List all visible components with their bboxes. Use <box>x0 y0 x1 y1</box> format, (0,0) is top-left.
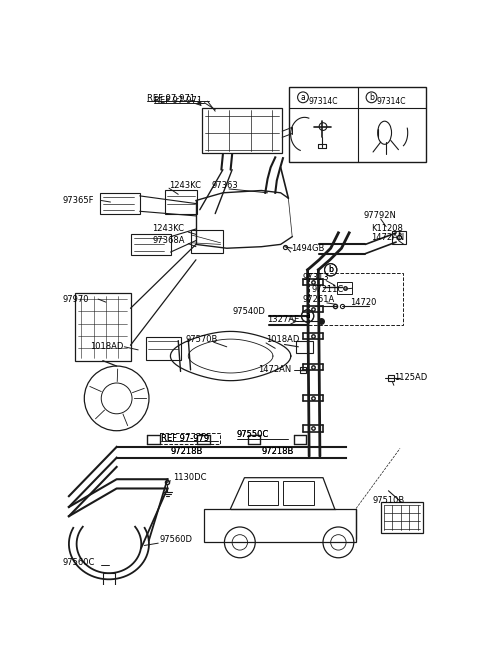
Text: 1125AD: 1125AD <box>394 373 427 382</box>
Text: 97970: 97970 <box>63 294 89 304</box>
Text: a: a <box>305 311 310 321</box>
Text: 1243KC: 1243KC <box>169 181 201 190</box>
Text: 97218B: 97218B <box>262 447 294 456</box>
Text: 97550C: 97550C <box>237 430 269 439</box>
Text: 97218B: 97218B <box>262 447 294 456</box>
Bar <box>283 481 314 505</box>
Text: 97570B: 97570B <box>186 334 218 344</box>
Text: 97368A: 97368A <box>152 236 184 245</box>
Text: b: b <box>328 265 333 275</box>
Text: b: b <box>369 93 374 102</box>
Text: 1472AN: 1472AN <box>371 233 404 242</box>
Text: 1494GB: 1494GB <box>291 244 324 253</box>
Text: 14720: 14720 <box>350 298 376 307</box>
Text: 97560C: 97560C <box>63 558 95 567</box>
Bar <box>296 340 313 353</box>
Text: 1243KC: 1243KC <box>152 225 184 233</box>
Text: 97540D: 97540D <box>232 307 265 316</box>
Bar <box>392 231 406 244</box>
Text: 97550C: 97550C <box>237 430 269 439</box>
Text: 1327AE: 1327AE <box>267 315 300 324</box>
Text: 97510B: 97510B <box>372 496 405 505</box>
Text: 1472AN: 1472AN <box>258 365 291 374</box>
Bar <box>75 293 131 361</box>
Bar <box>381 503 423 533</box>
Text: 97313: 97313 <box>303 273 330 282</box>
Text: 97218B: 97218B <box>170 447 203 456</box>
Text: 97363: 97363 <box>211 181 238 190</box>
Bar <box>103 573 115 587</box>
Bar <box>204 509 356 543</box>
Text: a: a <box>300 93 305 102</box>
Bar <box>165 191 197 214</box>
Bar <box>289 87 426 162</box>
Text: 97560D: 97560D <box>160 535 193 544</box>
Text: REF 97-971: REF 97-971 <box>154 96 202 105</box>
Text: 97792N: 97792N <box>363 212 396 220</box>
Text: 97314C: 97314C <box>377 97 407 106</box>
Bar <box>131 234 170 255</box>
Bar <box>248 481 278 505</box>
Text: 1130DC: 1130DC <box>173 473 206 482</box>
Text: K11208: K11208 <box>371 224 403 233</box>
Text: a: a <box>305 311 310 321</box>
Text: 97218B: 97218B <box>170 447 203 456</box>
Bar <box>160 433 220 444</box>
Text: b: b <box>328 265 333 275</box>
Bar <box>191 230 223 253</box>
Text: 97314C: 97314C <box>308 97 338 106</box>
Text: 97365F: 97365F <box>63 196 94 205</box>
Bar <box>309 273 403 325</box>
Bar <box>146 337 180 360</box>
Text: 1018AD: 1018AD <box>90 342 124 351</box>
Bar <box>100 193 140 214</box>
Bar <box>337 282 352 294</box>
Text: REF 97-979: REF 97-979 <box>161 434 209 443</box>
Text: 1018AD: 1018AD <box>266 334 300 344</box>
Bar <box>202 108 282 153</box>
Text: 97211C: 97211C <box>312 284 344 294</box>
Text: 97261A: 97261A <box>303 296 335 304</box>
Text: REF 97-971: REF 97-971 <box>147 95 195 103</box>
Text: REF 97-979: REF 97-979 <box>161 434 209 443</box>
